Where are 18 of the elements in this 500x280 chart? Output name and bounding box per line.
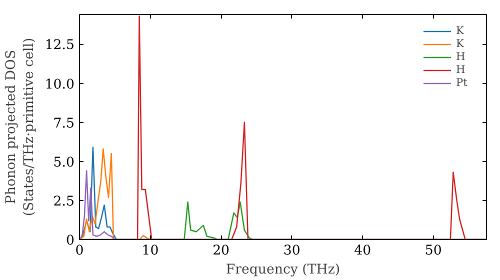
x-tick-label: 30 [283, 244, 300, 258]
y-axis-title: Phonon projected DOS (States/THz·primitive cell) [4, 38, 37, 216]
x-axis-title: Frequency (THz) [226, 262, 340, 278]
x-tick-label: 10 [142, 244, 159, 258]
x-tick-label: 40 [354, 244, 372, 258]
legend-label: K [456, 37, 466, 50]
y-tick-label: 7.5 [53, 116, 75, 132]
y-tick-label: 10.0 [44, 77, 75, 92]
legend-label: K [456, 24, 466, 37]
y-tick-label: 2.5 [53, 194, 75, 210]
legend-label: H [456, 63, 466, 76]
x-tick-label: 50 [424, 244, 442, 258]
y-tick-label: 5.0 [53, 155, 75, 170]
legend-label: Pt [456, 76, 468, 89]
y-tick-label: 0 [66, 234, 75, 248]
legend-label: H [456, 50, 466, 63]
y-tick-label: 12.5 [44, 38, 75, 54]
x-tick-label: 20 [212, 244, 230, 258]
